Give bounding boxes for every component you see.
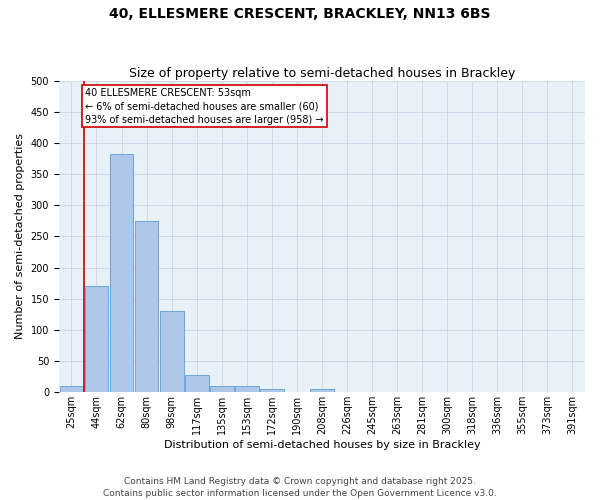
- Title: Size of property relative to semi-detached houses in Brackley: Size of property relative to semi-detach…: [129, 66, 515, 80]
- Y-axis label: Number of semi-detached properties: Number of semi-detached properties: [15, 134, 25, 340]
- Bar: [210, 386, 233, 392]
- Text: 40 ELLESMERE CRESCENT: 53sqm
← 6% of semi-detached houses are smaller (60)
93% o: 40 ELLESMERE CRESCENT: 53sqm ← 6% of sem…: [85, 88, 324, 124]
- Bar: [110, 154, 133, 392]
- Bar: [310, 389, 334, 392]
- Bar: [59, 386, 83, 392]
- Text: 40, ELLESMERE CRESCENT, BRACKLEY, NN13 6BS: 40, ELLESMERE CRESCENT, BRACKLEY, NN13 6…: [109, 8, 491, 22]
- X-axis label: Distribution of semi-detached houses by size in Brackley: Distribution of semi-detached houses by …: [164, 440, 480, 450]
- Bar: [260, 389, 284, 392]
- Text: Contains HM Land Registry data © Crown copyright and database right 2025.
Contai: Contains HM Land Registry data © Crown c…: [103, 476, 497, 498]
- Bar: [134, 221, 158, 392]
- Bar: [160, 312, 184, 392]
- Bar: [85, 286, 109, 393]
- Bar: [235, 386, 259, 392]
- Bar: [185, 375, 209, 392]
